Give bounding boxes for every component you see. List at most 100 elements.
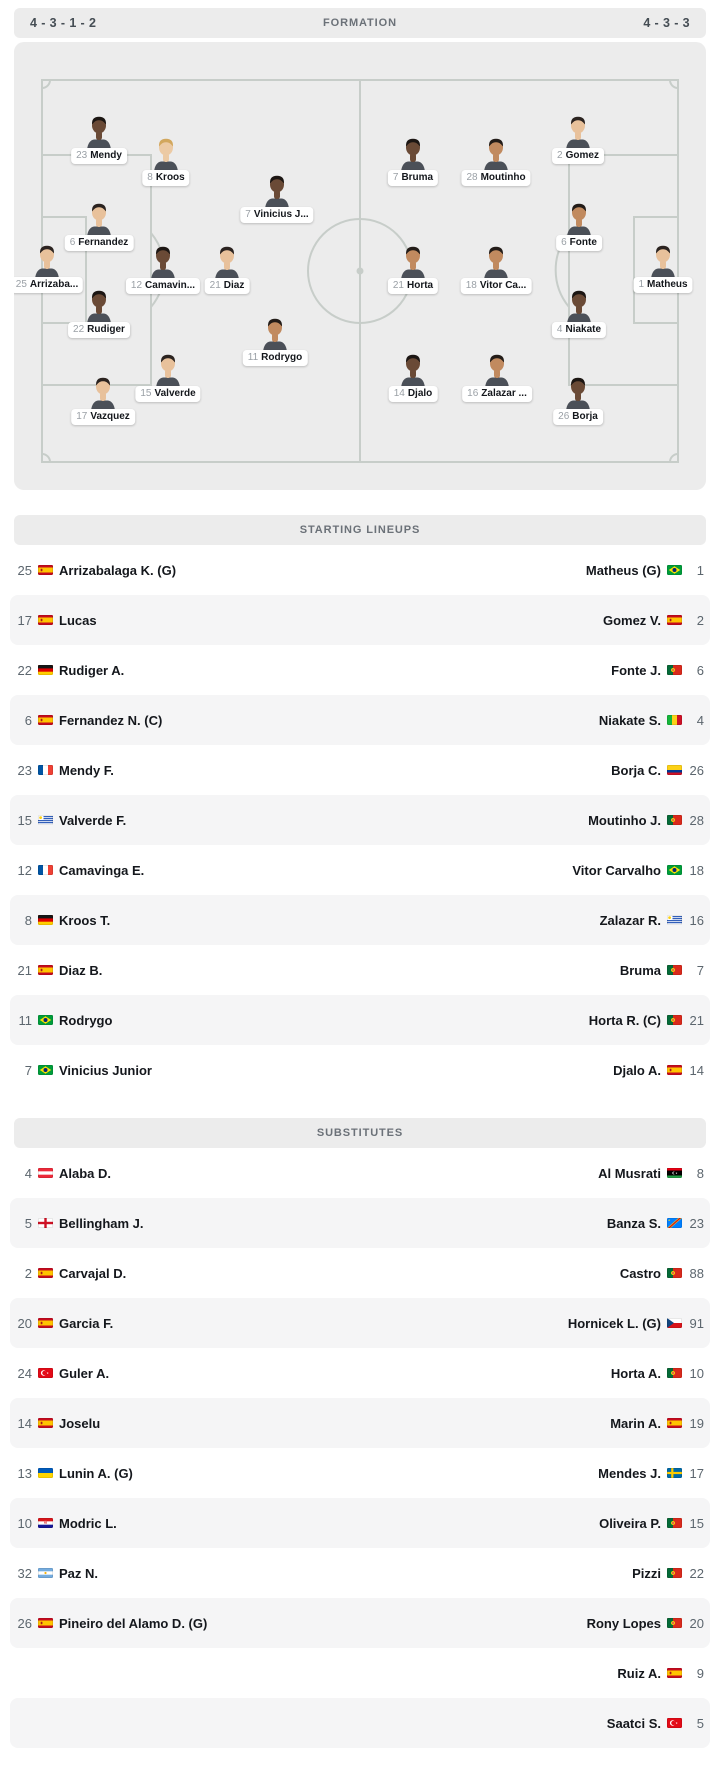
- away-player-cell[interactable]: Horta R. (C) 21: [589, 1013, 704, 1028]
- away-player-cell[interactable]: Djalo A. 14: [613, 1063, 704, 1078]
- away-player-cell[interactable]: Matheus (G) 1: [586, 563, 704, 578]
- home-player-cell[interactable]: 4 Alaba D.: [16, 1166, 111, 1181]
- player-label: 2 Gomez: [552, 148, 604, 164]
- player-photo: [564, 114, 592, 150]
- flag-ua-icon: [38, 1468, 53, 1478]
- player-number: 12: [17, 862, 32, 878]
- player-number: 7: [245, 209, 251, 220]
- player-number: 20: [689, 1615, 704, 1631]
- away-player-cell[interactable]: Banza S. 23: [607, 1216, 704, 1231]
- player-name: Joselu: [59, 1415, 101, 1431]
- player-number: 23: [689, 1215, 704, 1231]
- away-player-cell[interactable]: Saatci S. 5: [607, 1716, 704, 1731]
- player-number: 15: [140, 388, 152, 399]
- player-label: 8 Kroos: [142, 170, 190, 186]
- player-photo: [482, 136, 510, 172]
- home-player-cell[interactable]: 20 Garcia F.: [16, 1316, 114, 1331]
- home-player-cell[interactable]: 13 Lunin A. (G): [16, 1466, 133, 1481]
- lineup-row: 6 Fernandez N. (C) Niakate S. 4: [10, 695, 710, 745]
- home-formation: 4 - 3 - 1 - 2: [30, 16, 97, 30]
- away-player-cell[interactable]: Mendes J. 17: [598, 1466, 704, 1481]
- home-player-cell[interactable]: 23 Mendy F.: [16, 763, 114, 778]
- flag-fr-icon: [38, 865, 53, 875]
- home-player-cell[interactable]: 7 Vinicius Junior: [16, 1063, 152, 1078]
- away-player-cell[interactable]: Rony Lopes 20: [587, 1616, 704, 1631]
- player-number: 91: [689, 1315, 704, 1331]
- player-number: 8: [147, 172, 153, 183]
- away-player-cell[interactable]: Bruma 7: [620, 963, 704, 978]
- home-player-cell[interactable]: 6 Fernandez N. (C): [16, 713, 163, 728]
- away-player-cell[interactable]: Moutinho J. 28: [588, 813, 704, 828]
- player-label: 28 Moutinho: [461, 170, 531, 186]
- away-player-cell[interactable]: Ruiz A. 9: [617, 1666, 704, 1681]
- flag-es-icon: [38, 1418, 53, 1428]
- lineup-row: 14 Joselu Marin A. 19: [10, 1398, 710, 1448]
- home-player-cell[interactable]: 21 Diaz B.: [16, 962, 103, 978]
- player-number: 2: [557, 150, 563, 161]
- player-number: 25: [15, 279, 27, 290]
- home-player-cell[interactable]: 15 Valverde F.: [16, 813, 127, 828]
- away-player-cell[interactable]: Pizzi 22: [632, 1566, 704, 1581]
- substitutes-list: 4 Alaba D. Al Musrati 8 5 Bellingham J. Banza …: [10, 1148, 710, 1748]
- player-name: Niakate S.: [598, 712, 661, 728]
- away-player-cell[interactable]: Hornicek L. (G) 91: [568, 1316, 704, 1331]
- home-player-cell[interactable]: 11 Rodrygo: [16, 1012, 113, 1028]
- away-player-cell[interactable]: Vitor Carvalho 18: [572, 863, 704, 878]
- flag-en-icon: [38, 1218, 53, 1228]
- away-player-cell[interactable]: Niakate S. 4: [599, 713, 704, 728]
- home-player-cell[interactable]: 22 Rudiger A.: [16, 662, 125, 678]
- player-number: 2: [696, 612, 704, 628]
- flag-tr-icon: [667, 1718, 682, 1728]
- home-player-cell[interactable]: 8 Kroos T.: [16, 913, 111, 928]
- home-player-cell[interactable]: 5 Bellingham J.: [16, 1216, 144, 1231]
- away-player-cell[interactable]: Oliveira P. 15: [599, 1516, 704, 1531]
- away-player-cell[interactable]: Marin A. 19: [610, 1416, 704, 1431]
- player-label: 21 Diaz: [204, 278, 250, 294]
- home-player-cell[interactable]: 24 Guler A.: [16, 1366, 110, 1381]
- player-number: 17: [76, 411, 88, 422]
- player-name: Carvajal D.: [59, 1265, 127, 1281]
- lineup-row: 2 Carvajal D. Castro 88: [10, 1248, 710, 1298]
- formation-pitch: 25 Arrizaba... 23 Mendy 6 Fernandez 22 Rudiger 1…: [14, 42, 706, 490]
- away-player-cell[interactable]: Horta A. 10: [611, 1366, 704, 1381]
- home-player-cell[interactable]: 25 Arrizabalaga K. (G): [16, 563, 177, 578]
- player-name: Arrizaba...: [29, 279, 79, 290]
- player-photo: [85, 201, 113, 237]
- home-player-cell[interactable]: 12 Camavinga E.: [16, 862, 145, 878]
- player-number: 22: [17, 662, 32, 678]
- substitutes-header: SUBSTITUTES: [14, 1118, 706, 1148]
- flag-br-icon: [667, 565, 682, 575]
- away-player-cell[interactable]: Al Musrati 8: [598, 1166, 704, 1181]
- away-player-cell[interactable]: Fonte J. 6: [611, 663, 704, 678]
- home-player-cell[interactable]: 10 Modric L.: [16, 1516, 117, 1531]
- home-player-cell[interactable]: 14 Joselu: [16, 1415, 101, 1431]
- formation-bar: 4 - 3 - 1 - 2 FORMATION 4 - 3 - 3: [14, 8, 706, 38]
- player-number: 26: [558, 411, 570, 422]
- away-player-cell[interactable]: Zalazar R. 16: [600, 913, 704, 928]
- home-player-cell[interactable]: 17 Lucas: [16, 613, 97, 628]
- flag-es-icon: [667, 615, 682, 625]
- home-player-cell[interactable]: 32 Paz N.: [16, 1566, 98, 1581]
- player-name: Banza S.: [606, 1215, 661, 1231]
- player-name: Saatci S.: [606, 1715, 661, 1731]
- player-label: 22 Rudiger: [68, 322, 130, 338]
- player-number: 2: [24, 1265, 32, 1281]
- player-name: Diaz B.: [59, 962, 103, 978]
- home-player-cell[interactable]: 26 Pineiro del Alamo D. (G): [16, 1615, 208, 1631]
- player-name: Niakate: [565, 324, 602, 335]
- player-number: 19: [689, 1415, 704, 1431]
- starting-lineups-header: STARTING LINEUPS: [14, 515, 706, 545]
- player-name: Vitor Carvalho: [572, 862, 661, 878]
- away-player-cell[interactable]: Borja C. 26: [611, 763, 704, 778]
- away-player-cell[interactable]: Gomez V. 2: [603, 613, 704, 628]
- away-player-cell[interactable]: Castro 88: [620, 1266, 704, 1281]
- player-number: 16: [689, 912, 704, 928]
- home-player-cell[interactable]: 2 Carvajal D.: [16, 1266, 126, 1281]
- flag-fr-icon: [38, 765, 53, 775]
- player-name: Rodrygo: [59, 1012, 113, 1028]
- player-photo: [649, 243, 677, 279]
- flag-pt-icon: [667, 1618, 682, 1628]
- player-name: Pizzi: [632, 1565, 661, 1581]
- player-number: 26: [17, 1615, 32, 1631]
- player-name: Vazquez: [90, 411, 130, 422]
